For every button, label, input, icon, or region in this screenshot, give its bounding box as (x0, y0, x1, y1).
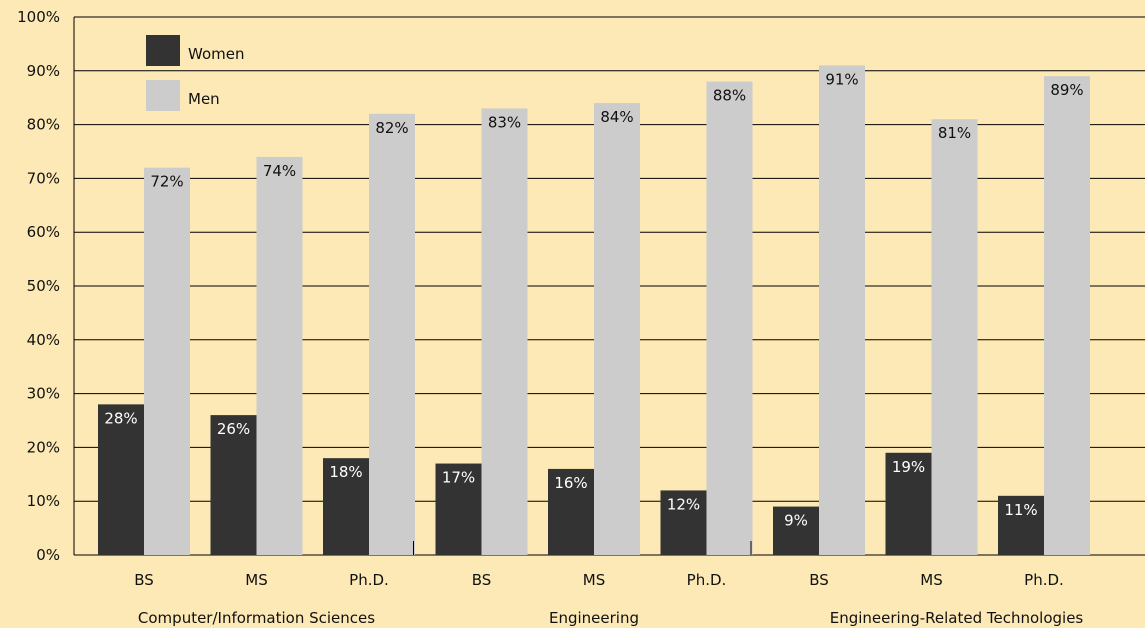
bar-women (998, 495, 1044, 555)
bar-men (706, 81, 753, 555)
x-tick-label: MS (920, 571, 942, 589)
bar-men (256, 156, 303, 555)
y-tick-label: 70% (27, 169, 60, 187)
data-label: 89% (1050, 81, 1083, 99)
data-label: 91% (825, 70, 858, 88)
bar-women (98, 404, 144, 555)
data-label: 88% (713, 87, 746, 105)
y-tick-label: 20% (27, 438, 60, 456)
y-tick-label: 100% (17, 8, 60, 26)
y-tick-label: 60% (27, 223, 60, 241)
y-tick-label: 50% (27, 277, 60, 295)
group-label: Engineering (549, 609, 639, 627)
data-label: 12% (667, 495, 700, 513)
y-tick-label: 30% (27, 385, 60, 403)
y-tick-label: 0% (36, 546, 60, 564)
data-label: 19% (892, 458, 925, 476)
bar-women (773, 506, 819, 555)
x-tick-label: Ph.D. (349, 571, 389, 589)
bar-women (660, 490, 707, 555)
bar-men (819, 65, 865, 556)
bar-women (323, 458, 369, 555)
x-axis: BS MS Ph.D. BS MS Ph.D. BS MS Ph.D. Computer/Info… (134, 541, 1083, 627)
x-tick-label: Ph.D. (687, 571, 727, 589)
bar-men (481, 108, 528, 556)
data-label: 28% (104, 409, 137, 427)
x-tick-label: BS (472, 571, 492, 589)
data-label: 26% (217, 420, 250, 438)
x-tick-label: BS (809, 571, 829, 589)
bar-men (369, 113, 415, 555)
legend-label: Men (188, 90, 220, 108)
data-label: 9% (784, 512, 808, 530)
y-axis: 0% 10% 20% 30% 40% 50% 60% 70% 80% 90% 100% (17, 8, 75, 564)
data-label: 17% (442, 469, 475, 487)
bar-men (594, 103, 640, 555)
data-label: 84% (600, 108, 633, 126)
y-tick-label: 10% (27, 492, 60, 510)
data-label: 72% (150, 173, 183, 191)
data-label: 74% (263, 162, 296, 180)
legend: Women Men (146, 35, 244, 111)
bar-men (931, 119, 978, 555)
data-label: 81% (938, 124, 971, 142)
legend-swatch-men (146, 80, 180, 111)
bar-women (210, 415, 257, 555)
x-tick-label: MS (583, 571, 605, 589)
group-label: Engineering-Related Technologies (830, 609, 1084, 627)
y-tick-label: 40% (27, 331, 60, 349)
bars: 28% 72% 26% 74% 18% 82% 17% 83% 16% 84% 12% 88% 9% 91… (98, 65, 1090, 556)
data-label: 83% (488, 113, 521, 131)
bar-women (435, 463, 482, 555)
bar-women (885, 452, 932, 555)
data-label: 11% (1004, 501, 1037, 519)
bar-men (144, 167, 190, 555)
data-label: 16% (554, 474, 587, 492)
legend-swatch-women (146, 35, 180, 66)
y-tick-label: 90% (27, 62, 60, 80)
bar-men (1044, 76, 1090, 556)
data-label: 18% (329, 463, 362, 481)
legend-label: Women (188, 45, 244, 63)
x-tick-label: Ph.D. (1024, 571, 1064, 589)
data-label: 82% (375, 119, 408, 137)
x-tick-label: BS (134, 571, 154, 589)
bar-women (548, 468, 594, 555)
x-tick-label: MS (245, 571, 267, 589)
y-tick-label: 80% (27, 116, 60, 134)
group-label: Computer/Information Sciences (138, 609, 375, 627)
